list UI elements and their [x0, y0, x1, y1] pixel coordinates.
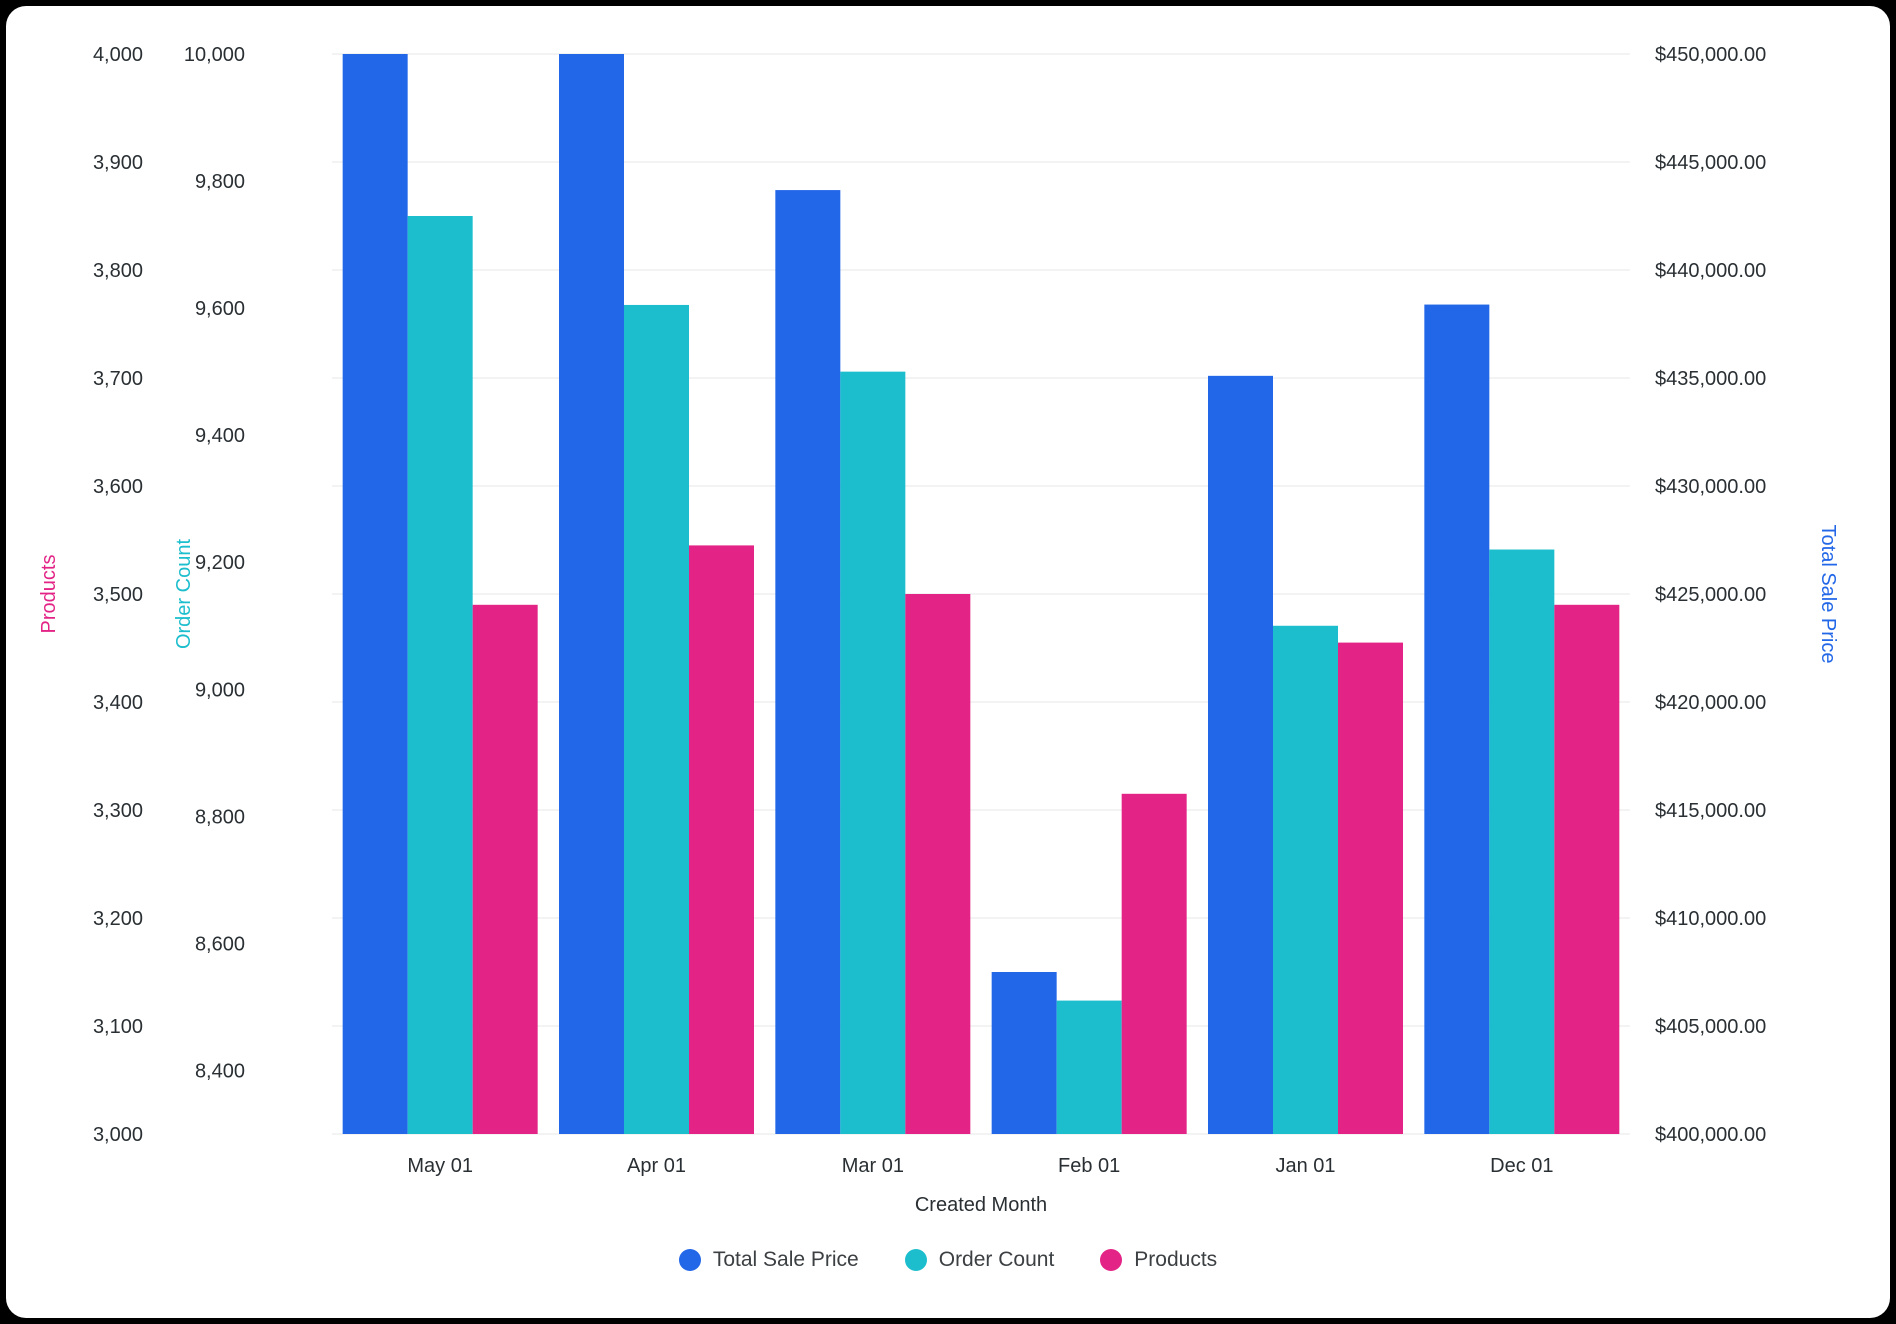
bar-products-dec-01[interactable] — [1554, 604, 1620, 1134]
x-tick-label-dec-01: Dec 01 — [1490, 1155, 1553, 1177]
bar-total-sale-price-may-01[interactable] — [342, 54, 408, 1134]
price-tick-label: $420,000.00 — [1655, 692, 1766, 714]
legend-item-order-count[interactable]: Order Count — [904, 1248, 1055, 1272]
order-tick-label: 8,800 — [195, 806, 245, 828]
chart-legend: Total Sale Price Order Count Products — [0, 1248, 1896, 1272]
price-tick-label: $435,000.00 — [1655, 368, 1766, 390]
x-tick-label-may-01: May 01 — [407, 1155, 473, 1177]
order-count-axis-title: Order Count — [173, 539, 195, 649]
bar-total-sale-price-jan-01[interactable] — [1208, 375, 1273, 1135]
price-tick-label: $425,000.00 — [1655, 584, 1766, 606]
bar-total-sale-price-apr-01[interactable] — [559, 54, 624, 1134]
bar-products-jan-01[interactable] — [1338, 642, 1403, 1134]
order-tick-label: 9,200 — [195, 552, 245, 574]
bar-order-count-may-01[interactable] — [407, 216, 473, 1134]
bar-order-count-apr-01[interactable] — [624, 304, 689, 1134]
price-tick-label: $430,000.00 — [1655, 476, 1766, 498]
x-tick-label-apr-01: Apr 01 — [627, 1155, 686, 1177]
products-tick-label: 3,800 — [93, 260, 143, 282]
price-tick-label: $440,000.00 — [1655, 260, 1766, 282]
order-tick-label: 9,400 — [195, 425, 245, 447]
bar-products-feb-01[interactable] — [1121, 793, 1187, 1134]
legend-label-total-sale-price: Total Sale Price — [712, 1248, 859, 1271]
bar-order-count-jan-01[interactable] — [1273, 625, 1338, 1134]
legend-dot-order-count — [904, 1249, 927, 1271]
legend-item-total-sale-price[interactable]: Total Sale Price — [678, 1248, 859, 1272]
bar-products-apr-01[interactable] — [689, 545, 754, 1134]
products-tick-label: 4,000 — [93, 44, 143, 66]
x-tick-label-feb-01: Feb 01 — [1058, 1155, 1120, 1177]
bar-order-count-dec-01[interactable] — [1489, 549, 1555, 1134]
legend-dot-total-sale-price — [678, 1249, 701, 1271]
order-tick-label: 8,400 — [195, 1060, 245, 1082]
order-tick-label: 9,600 — [195, 298, 245, 320]
bar-order-count-mar-01[interactable] — [840, 371, 906, 1134]
price-tick-label: $400,000.00 — [1655, 1124, 1766, 1146]
products-tick-label: 3,600 — [93, 476, 143, 498]
products-tick-label: 3,300 — [93, 800, 143, 822]
bar-total-sale-price-mar-01[interactable] — [775, 190, 841, 1134]
x-axis-title: Created Month — [915, 1194, 1047, 1216]
price-tick-label: $450,000.00 — [1655, 44, 1766, 66]
products-tick-label: 3,000 — [93, 1124, 143, 1146]
order-tick-label: 10,000 — [184, 44, 245, 66]
products-tick-label: 3,100 — [93, 1016, 143, 1038]
order-tick-label: 9,800 — [195, 171, 245, 193]
price-tick-label: $445,000.00 — [1655, 152, 1766, 174]
bar-total-sale-price-feb-01[interactable] — [991, 972, 1057, 1134]
x-tick-label-jan-01: Jan 01 — [1275, 1155, 1335, 1177]
bar-order-count-feb-01[interactable] — [1056, 1000, 1122, 1134]
total-sale-price-axis-title: Total Sale Price — [1817, 525, 1839, 664]
products-tick-label: 3,200 — [93, 908, 143, 930]
x-tick-label-mar-01: Mar 01 — [842, 1155, 904, 1177]
legend-item-products[interactable]: Products — [1100, 1248, 1217, 1272]
price-tick-label: $410,000.00 — [1655, 908, 1766, 930]
legend-label-order-count: Order Count — [938, 1248, 1055, 1271]
products-axis-title: Products — [38, 555, 60, 634]
legend-dot-products — [1100, 1249, 1123, 1271]
products-tick-label: 3,400 — [93, 692, 143, 714]
products-tick-label: 3,700 — [93, 368, 143, 390]
order-tick-label: 9,000 — [195, 679, 245, 701]
products-tick-label: 3,500 — [93, 584, 143, 606]
products-tick-label: 3,900 — [93, 152, 143, 174]
order-tick-label: 8,600 — [195, 933, 245, 955]
price-tick-label: $415,000.00 — [1655, 800, 1766, 822]
bar-products-may-01[interactable] — [472, 604, 538, 1134]
legend-label-products: Products — [1134, 1248, 1218, 1271]
bar-products-mar-01[interactable] — [905, 594, 971, 1134]
bar-total-sale-price-dec-01[interactable] — [1424, 304, 1490, 1134]
price-tick-label: $405,000.00 — [1655, 1016, 1766, 1038]
